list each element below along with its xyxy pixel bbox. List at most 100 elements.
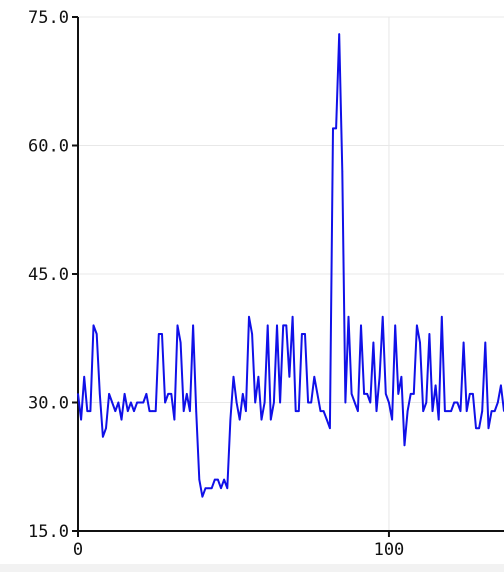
data-point — [158, 333, 160, 335]
data-point — [453, 401, 456, 404]
data-point — [217, 478, 219, 481]
data-point — [437, 418, 440, 421]
data-point — [294, 410, 297, 412]
data-point — [462, 341, 465, 344]
data-point — [226, 487, 229, 489]
data-point — [235, 401, 238, 404]
data-point — [133, 410, 135, 412]
x-tick-label: 100 — [374, 540, 405, 560]
data-point — [472, 393, 474, 395]
data-point — [394, 324, 396, 327]
data-point — [282, 324, 285, 327]
data-point — [223, 478, 225, 481]
data-point — [422, 410, 424, 412]
data-point — [369, 401, 372, 404]
data-point — [126, 410, 129, 412]
data-point — [360, 324, 362, 327]
data-point — [139, 401, 141, 404]
data-point — [428, 333, 431, 335]
data-point — [493, 410, 496, 412]
y-tick-label: 75.0 — [28, 8, 69, 28]
ticks: 15.0 30.0 45.0 60.0 75.0 0 100 — [28, 8, 404, 560]
data-point — [114, 410, 117, 412]
data-point — [154, 410, 157, 412]
data-point — [406, 410, 409, 412]
data-point — [164, 401, 166, 404]
data-point — [108, 393, 110, 395]
data-point — [335, 127, 337, 130]
data-point — [80, 418, 82, 421]
data-point — [161, 333, 163, 335]
data-point — [366, 393, 368, 395]
data-point — [105, 427, 107, 430]
data-point — [344, 401, 347, 404]
data-point — [248, 316, 250, 318]
data-point — [304, 333, 306, 335]
data-point — [341, 170, 344, 172]
data-point — [214, 478, 216, 481]
data-point — [425, 401, 428, 404]
data-point — [195, 410, 197, 412]
data-point — [189, 410, 191, 412]
y-tick-label: 15.0 — [28, 522, 69, 542]
data-point — [397, 393, 400, 395]
data-point — [313, 376, 316, 378]
data-point — [307, 401, 309, 404]
data-point — [332, 127, 334, 130]
data-point — [413, 393, 415, 395]
data-point — [86, 410, 89, 412]
data-point — [77, 393, 79, 395]
data-point — [251, 333, 253, 335]
y-tick-label: 60.0 — [28, 137, 69, 157]
y-tick-label: 45.0 — [28, 265, 69, 285]
data-point — [447, 410, 449, 412]
data-point — [117, 401, 120, 404]
data-point — [372, 341, 375, 344]
data-point — [263, 401, 266, 404]
data-point — [496, 401, 499, 404]
data-point — [450, 410, 452, 412]
y-tick-label: 30.0 — [28, 394, 69, 414]
x-tick-label: 0 — [73, 540, 83, 560]
data-point — [136, 401, 138, 404]
data-point — [409, 393, 412, 395]
data-point — [170, 393, 173, 395]
data-point — [245, 410, 247, 412]
data-point — [204, 487, 207, 489]
data-point — [310, 401, 313, 404]
data-point — [441, 316, 443, 318]
data-point — [182, 410, 185, 412]
data-point — [500, 384, 502, 387]
data-point — [130, 401, 132, 404]
data-point — [391, 418, 393, 421]
data-point — [484, 341, 487, 344]
data-point — [232, 376, 235, 378]
data-point — [456, 401, 459, 404]
data-point — [322, 410, 325, 412]
data-point — [142, 401, 145, 404]
data-point — [481, 410, 484, 412]
data-point — [176, 324, 179, 327]
data-point — [319, 410, 322, 412]
data-point — [419, 341, 421, 344]
data-point — [151, 410, 154, 412]
data-point — [148, 410, 151, 412]
data-point — [325, 418, 328, 421]
data-point — [475, 427, 477, 430]
data-point — [260, 418, 263, 421]
data-point — [285, 324, 288, 327]
data-point — [229, 418, 232, 421]
data-point — [465, 410, 468, 412]
data-point — [201, 495, 204, 498]
data-point — [459, 410, 462, 412]
data-point — [431, 410, 434, 412]
data-point — [92, 324, 95, 327]
data-point — [375, 410, 378, 412]
data-point — [242, 393, 244, 395]
data-point — [266, 324, 269, 327]
data-point — [120, 418, 123, 421]
data-point — [145, 393, 148, 395]
data-point — [95, 333, 98, 335]
data-point — [192, 324, 194, 327]
